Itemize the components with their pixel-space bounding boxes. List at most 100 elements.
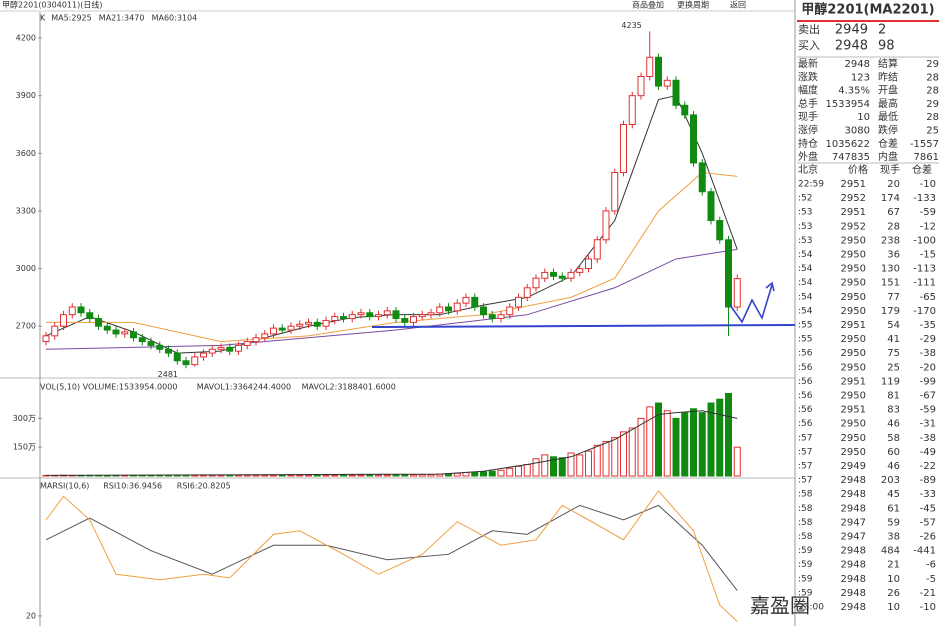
- trade-change: -170: [913, 306, 936, 317]
- candle-body: [77, 306, 85, 314]
- trades-header: 价格: [848, 163, 868, 176]
- candle-body: [182, 360, 190, 366]
- volume-bar: [628, 427, 636, 477]
- candle-body: [585, 258, 592, 270]
- volume-bar: [366, 474, 374, 477]
- support-line: [371, 324, 796, 328]
- volume-bar: [480, 471, 487, 477]
- trade-volume: 54: [887, 320, 900, 331]
- volume-bar: [497, 469, 505, 477]
- stat-label: 内盘: [878, 150, 898, 163]
- window-title: 甲醇2201(0304011)(日线): [2, 0, 102, 10]
- toolbar-button[interactable]: 商品叠加: [632, 0, 664, 10]
- trade-time: :54: [798, 306, 813, 316]
- trade-time: 23:00: [798, 603, 824, 613]
- price-annotation: 4235: [621, 21, 641, 30]
- indicator-line: [45, 490, 738, 622]
- trade-change: -22: [920, 461, 936, 472]
- trade-time: :58: [798, 518, 813, 528]
- trade-volume: 238: [881, 235, 900, 246]
- y-tick-label: 2700: [16, 322, 36, 331]
- trade-volume: 46: [887, 419, 900, 430]
- volume-bar: [340, 474, 347, 477]
- volume-bar: [453, 472, 461, 477]
- volume-bar: [672, 417, 680, 477]
- stat-label: 仓差: [878, 137, 898, 150]
- candle-body: [462, 296, 470, 304]
- trade-volume: 41: [887, 334, 900, 345]
- candle-body: [558, 275, 566, 279]
- stat-label: 幅度: [798, 84, 818, 97]
- trade-volume: 81: [887, 391, 900, 402]
- volume-bar: [243, 474, 251, 477]
- y-tick-label: 3900: [16, 91, 36, 100]
- volume-bar: [261, 474, 269, 477]
- quote-title: 甲醇2201(MA2201): [801, 2, 934, 18]
- volume-bar: [585, 450, 592, 477]
- legend-item: MAVOL1:3364244.4000: [197, 383, 291, 392]
- trade-time: :57: [798, 462, 812, 472]
- stat-label: 跌停: [878, 124, 898, 137]
- candle-body: [375, 314, 382, 318]
- trade-change: -31: [920, 419, 936, 430]
- stat-value: 29: [926, 99, 939, 110]
- volume-bar: [707, 402, 715, 477]
- candle-body: [357, 312, 365, 316]
- trade-time: 22:59: [798, 180, 824, 190]
- trade-volume: 36: [887, 250, 900, 261]
- stat-value: 29: [926, 59, 939, 70]
- volume-bar: [488, 470, 496, 477]
- volume-bar: [252, 474, 260, 477]
- volume-bar: [593, 444, 601, 477]
- candle-body: [497, 314, 505, 320]
- volume-bar: [532, 458, 540, 477]
- trade-change: -99: [920, 376, 936, 387]
- quote-label: 卖出: [798, 22, 820, 36]
- volume-bar: [637, 417, 645, 477]
- candle-body: [383, 310, 391, 316]
- trade-time: :54: [798, 264, 813, 274]
- volume-bar: [217, 474, 225, 477]
- stat-label: 最新: [798, 57, 818, 70]
- legend-item: RSI10:36.9456: [103, 482, 162, 491]
- candle-body: [541, 271, 549, 279]
- candle-body: [488, 314, 496, 320]
- trade-time: :53: [798, 222, 812, 232]
- candle-body: [506, 306, 514, 316]
- trade-time: :54: [798, 250, 813, 260]
- trade-change: -6: [926, 560, 936, 571]
- candle-body: [121, 331, 129, 335]
- trade-change: -10: [920, 179, 936, 190]
- volume-bar: [646, 406, 654, 477]
- stat-value: 7861: [914, 152, 939, 163]
- volume-bar: [663, 410, 671, 477]
- trade-time: :53: [798, 208, 812, 218]
- candle-body: [410, 316, 417, 323]
- trade-price: 2948: [841, 588, 866, 599]
- trade-volume: 75: [887, 348, 900, 359]
- candle-body: [637, 75, 645, 97]
- trade-price: 2950: [841, 278, 866, 289]
- legend-item: RSI6:20.8205: [177, 482, 231, 491]
- candle-body: [418, 314, 426, 318]
- candle-body: [322, 319, 330, 327]
- toolbar-button[interactable]: 返回: [730, 1, 746, 10]
- trade-volume: 46: [887, 461, 900, 472]
- y-tick-label: 300万: [13, 414, 36, 423]
- trade-time: :59: [798, 574, 813, 584]
- stat-value: 25: [926, 126, 939, 137]
- trade-time: :58: [798, 532, 813, 542]
- candle-body: [60, 314, 67, 327]
- volume-bar: [200, 474, 207, 477]
- candle-body: [707, 191, 715, 222]
- trade-price: 2948: [841, 503, 866, 514]
- toolbar-button[interactable]: 更换周期: [677, 0, 709, 10]
- candle-body: [392, 310, 400, 320]
- y-tick-label: 3600: [16, 149, 36, 158]
- stat-label: 昨结: [878, 70, 898, 83]
- trade-price: 2951: [841, 405, 866, 416]
- volume-bar: [690, 408, 697, 477]
- candle-body: [200, 352, 207, 358]
- trade-price: 2950: [841, 362, 866, 373]
- trade-time: :58: [798, 504, 813, 514]
